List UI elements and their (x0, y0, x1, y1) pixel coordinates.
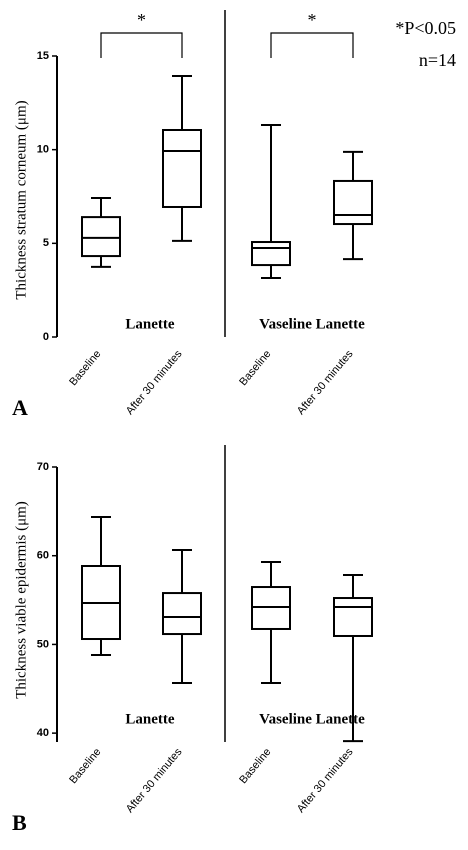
x-tick-label: Baseline (67, 746, 103, 786)
y-axis-label: Thickness viable epidermis (μm) (13, 501, 29, 699)
box (251, 586, 291, 630)
box (162, 592, 202, 636)
box (162, 128, 202, 208)
x-tick-label: After 30 minutes (124, 348, 185, 417)
group-label: Lanette (125, 711, 174, 727)
y-tick-label: 70 (37, 461, 49, 473)
box (333, 179, 373, 226)
y-tick-label: 0 (43, 331, 49, 343)
x-tick-label: Baseline (237, 348, 273, 388)
y-tick-label: 60 (37, 550, 49, 562)
significance-mark: * (308, 10, 317, 30)
box (333, 597, 373, 637)
significance-mark: * (137, 10, 146, 30)
x-tick-label: Baseline (67, 348, 103, 388)
group-label: Lanette (125, 316, 174, 332)
x-tick-label: After 30 minutes (295, 746, 356, 815)
group-label: Vaseline Lanette (259, 711, 365, 727)
significance-bracket (100, 32, 183, 58)
x-tick-label: Baseline (237, 746, 273, 786)
panel-letter: A (12, 395, 28, 420)
group-label: Vaseline Lanette (259, 316, 365, 332)
box (81, 216, 121, 258)
y-tick-label: 15 (37, 50, 49, 62)
note: n=14 (419, 50, 456, 70)
y-tick-label: 10 (37, 144, 49, 156)
note: *P<0.05 (395, 18, 456, 38)
significance-bracket (270, 32, 354, 58)
panel-letter: B (12, 810, 27, 835)
y-tick-label: 5 (43, 237, 49, 249)
x-tick-label: After 30 minutes (295, 348, 356, 417)
y-tick-label: 50 (37, 638, 49, 650)
box (251, 241, 291, 267)
x-tick-label: After 30 minutes (124, 746, 185, 815)
y-axis-label: Thickness stratum corneum (μm) (13, 100, 29, 299)
y-tick-label: 40 (37, 727, 49, 739)
